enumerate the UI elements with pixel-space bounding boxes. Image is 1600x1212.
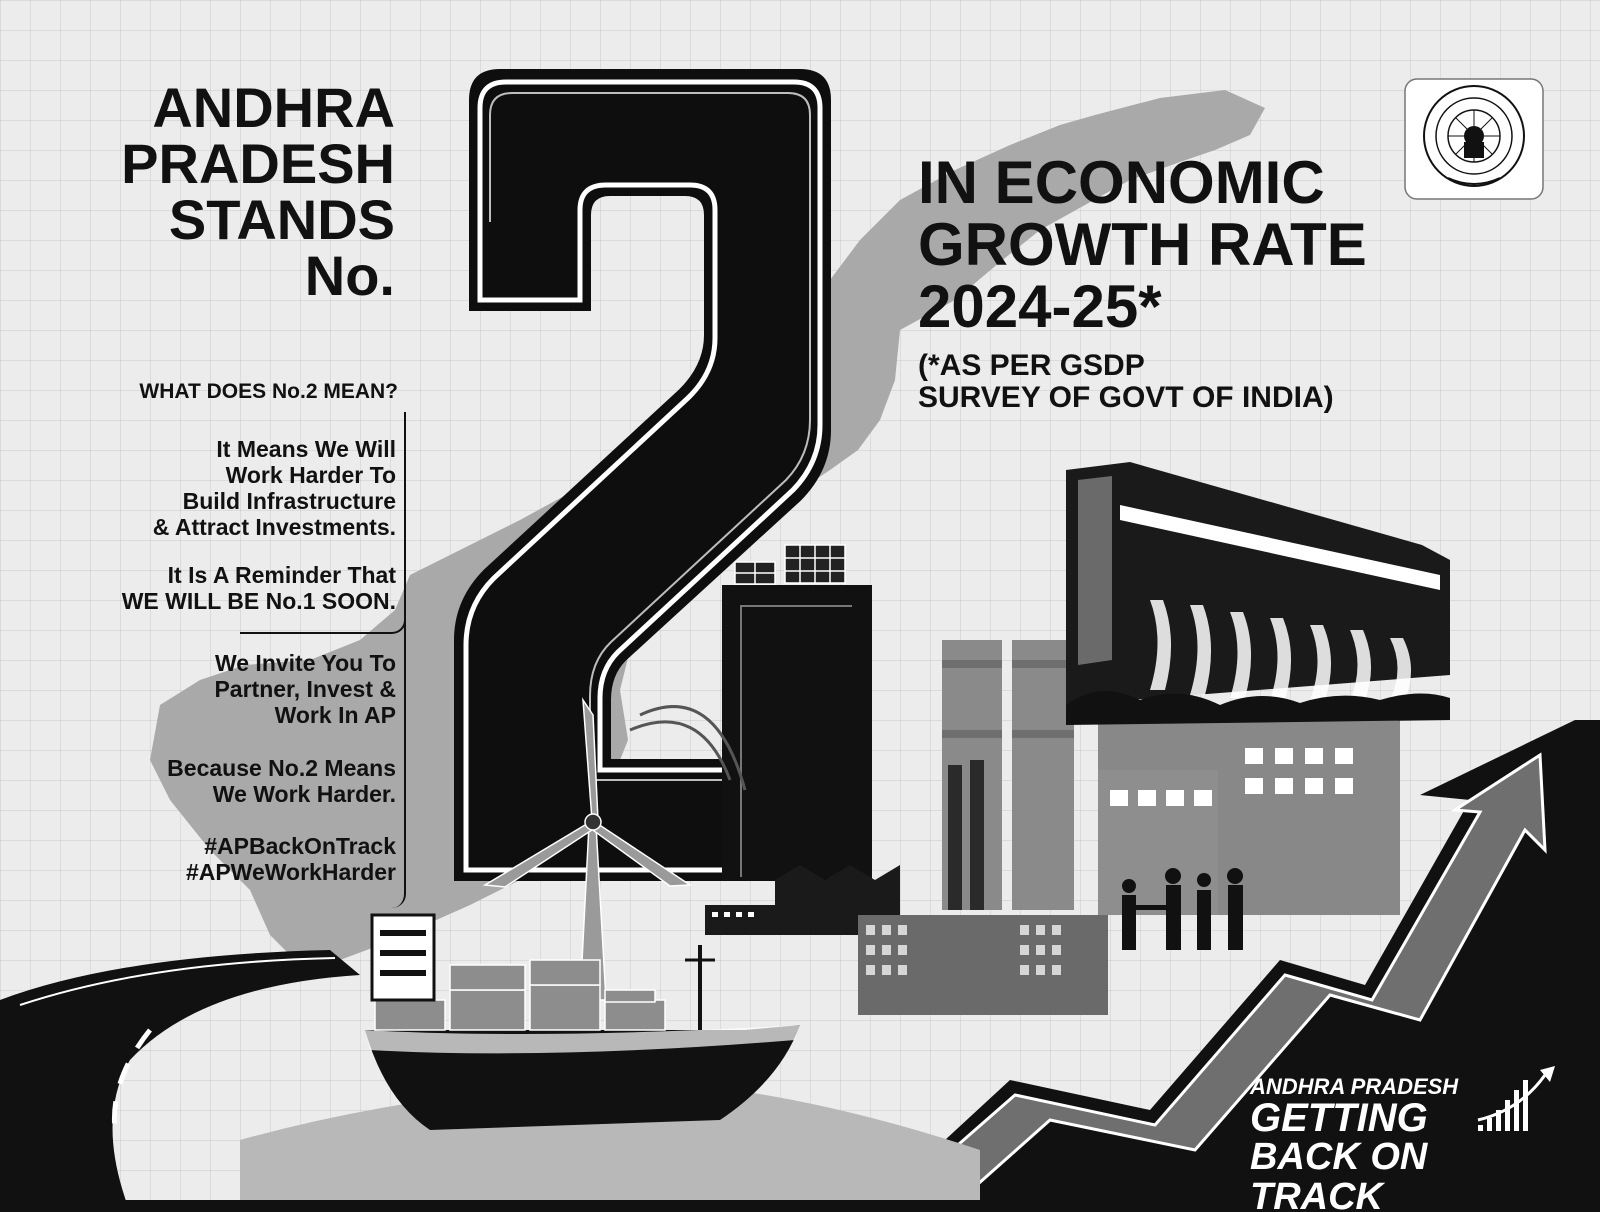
brand-line-3: BACK ON TRACK <box>1250 1136 1428 1212</box>
headline: ANDHRA PRADESH STANDS No. <box>40 80 395 304</box>
para-line: It Is A Reminder That <box>167 562 396 588</box>
big-number: 2 <box>470 60 830 880</box>
growth-line: 2024-25* <box>918 273 1162 340</box>
state-emblem-icon <box>1404 78 1544 200</box>
ship-icon <box>365 913 800 1130</box>
road-icon <box>0 950 360 1212</box>
headline-line: STANDS <box>168 188 395 251</box>
big-two <box>454 69 841 881</box>
meaning-para-3: We Invite You To Partner, Invest & Work … <box>40 650 396 728</box>
handshake-people-icon <box>1122 868 1243 950</box>
para-line: It Means We Will <box>216 436 396 462</box>
growth-note: (*AS PER GSDP SURVEY OF GOVT OF INDIA) <box>918 350 1558 414</box>
headline-line: ANDHRA <box>152 76 395 139</box>
para-line: We Work Harder. <box>212 781 396 807</box>
growth-heading: IN ECONOMIC GROWTH RATE 2024-25* <box>918 152 1558 338</box>
headline-line: PRADESH <box>121 132 395 195</box>
para-line: Build Infrastructure <box>182 488 396 514</box>
meaning-para-4: Because No.2 Means We Work Harder. <box>40 755 396 807</box>
para-line: We Invite You To <box>214 650 396 676</box>
growth-line: IN ECONOMIC <box>918 149 1325 216</box>
brand-line-1: ANDHRA PRADESH <box>1250 1074 1459 1099</box>
growth-note-line: SURVEY OF GOVT OF INDIA) <box>918 381 1334 414</box>
para-line: Partner, Invest & <box>214 676 396 702</box>
growth-note-line: (*AS PER GSDP <box>918 349 1145 382</box>
para-line: & Attract Investments. <box>152 514 396 540</box>
hashtag: #APWeWorkHarder <box>185 859 396 885</box>
tower-building <box>629 544 872 880</box>
meaning-para-1: It Means We Will Work Harder To Build In… <box>40 436 396 540</box>
panel-divider <box>240 610 406 634</box>
meaning-para-2: It Is A Reminder That WE WILL BE No.1 SO… <box>40 562 396 614</box>
para-line: WE WILL BE No.1 SOON. <box>121 588 396 614</box>
meaning-question: WHAT DOES No.2 MEAN? <box>139 380 398 403</box>
growth-line: GROWTH RATE <box>918 211 1367 278</box>
hashtags: #APBackOnTrack #APWeWorkHarder <box>40 833 396 885</box>
brand-growth-bars-icon <box>1477 1066 1555 1131</box>
headline-line: No. <box>304 244 395 307</box>
dam-icon <box>1066 462 1450 725</box>
para-line: Work In AP <box>274 702 396 728</box>
para-line: Because No.2 Means <box>167 755 396 781</box>
meaning-panel <box>40 412 406 908</box>
solar-panel-icon <box>734 544 846 585</box>
brand-line-2: GETTING <box>1250 1096 1428 1140</box>
factory-icon <box>705 640 1400 1015</box>
brand-logo: ANDHRA PRADESH GETTING BACK ON TRACK <box>1250 1075 1550 1212</box>
hashtag: #APBackOnTrack <box>204 833 396 859</box>
para-line: Work Harder To <box>225 462 396 488</box>
wind-turbine-icon <box>482 697 693 1001</box>
